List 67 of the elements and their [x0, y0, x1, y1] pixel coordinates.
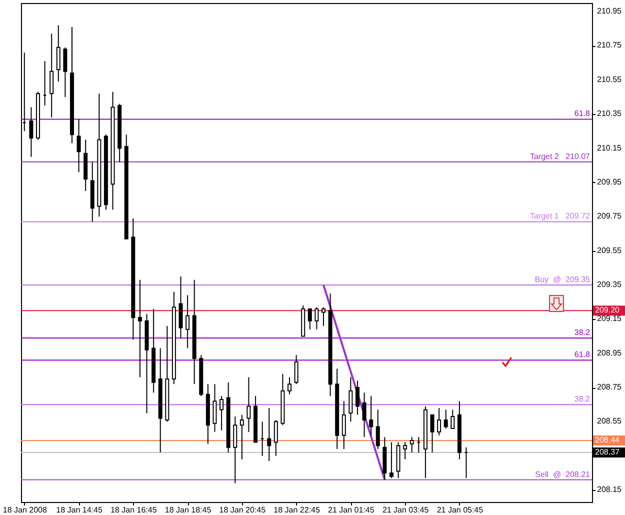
- annotation: 61.8: [574, 350, 591, 360]
- x-tick-label: 18 Jan 14:45: [56, 506, 103, 514]
- candlestick: [267, 408, 272, 462]
- candlestick: [56, 24, 60, 82]
- y-tick-label: 210.55: [597, 74, 622, 84]
- x-tick-label: 21 Jan 03:45: [382, 506, 430, 514]
- y-tick-label: 208.75: [597, 382, 622, 392]
- candlestick: [430, 414, 434, 453]
- annotation: 61.8: [574, 109, 591, 118]
- candlestick: [220, 396, 224, 431]
- annotation: 38.2: [574, 394, 591, 404]
- candlestick: [50, 33, 54, 118]
- candlestick: [342, 400, 346, 450]
- y-tick-label: 209.75: [597, 212, 622, 221]
- candlestick: [410, 436, 414, 453]
- candlestick: [308, 308, 312, 330]
- candlestick: [29, 106, 34, 158]
- candlestick: [348, 376, 353, 422]
- candlestick: [212, 384, 217, 432]
- y-tick-label: 210.15: [597, 143, 622, 152]
- candlestick: [369, 396, 374, 436]
- y-tick-label: 208.95: [597, 348, 622, 358]
- candlestick: [274, 419, 278, 456]
- x-tick-label: 18 Jan 20:45: [219, 506, 266, 514]
- ref-line-label: 208.44: [595, 435, 620, 444]
- candlestick: [403, 442, 408, 460]
- x-tick-label: 18 Jan 2008: [2, 506, 48, 514]
- candlestick: [246, 376, 251, 432]
- y-tick-label: 208.15: [597, 485, 622, 494]
- candlestick: [233, 416, 238, 484]
- annotation: 38.2: [574, 328, 591, 337]
- x-tick-label: 18 Jan 22:45: [274, 506, 320, 514]
- candlestick: [186, 294, 190, 349]
- annotation: Target 2 210.07: [530, 152, 591, 161]
- y-tick-label: 209.35: [597, 280, 622, 289]
- candlestick: [450, 409, 455, 430]
- y-tick-label: 210.75: [597, 40, 622, 50]
- annotation: Target 1 209.72: [530, 212, 591, 221]
- candlestick: [288, 376, 292, 395]
- annotation: Buy @ 209.35: [534, 274, 591, 284]
- candlestick: [76, 118, 81, 173]
- candlestick: [240, 414, 244, 460]
- y-tick-label: 209.55: [597, 246, 622, 255]
- candlestick: [355, 380, 360, 416]
- x-tick-label: 18 Jan 18:45: [164, 506, 212, 514]
- candlestick: [321, 306, 326, 326]
- candlestick: [362, 392, 366, 438]
- candlestick: [63, 46, 68, 98]
- candlestick: [178, 276, 183, 338]
- ref-line-label: 209.20: [595, 306, 620, 315]
- x-tick-label: 21 Jan 05:45: [436, 506, 484, 514]
- y-tick-label: 210.95: [597, 6, 622, 16]
- annotation: Sell @ 208.21: [535, 470, 591, 479]
- candlestick: [314, 306, 319, 330]
- y-tick-label: 208.55: [597, 416, 622, 426]
- y-tick-label: 209.15: [597, 314, 622, 324]
- candlestick: [437, 408, 442, 436]
- y-tick-label: 210.35: [597, 109, 622, 118]
- candlestick: [444, 409, 448, 430]
- ref-line-label: 208.37: [595, 447, 620, 456]
- candlestick: [389, 442, 394, 479]
- x-tick-label: 18 Jan 16:45: [110, 506, 158, 514]
- candlestick: [138, 279, 142, 378]
- candlestick: [376, 409, 380, 450]
- y-tick-label: 209.95: [597, 177, 622, 186]
- x-tick-label: 21 Jan 01:45: [328, 506, 375, 514]
- candlestick: [294, 354, 298, 385]
